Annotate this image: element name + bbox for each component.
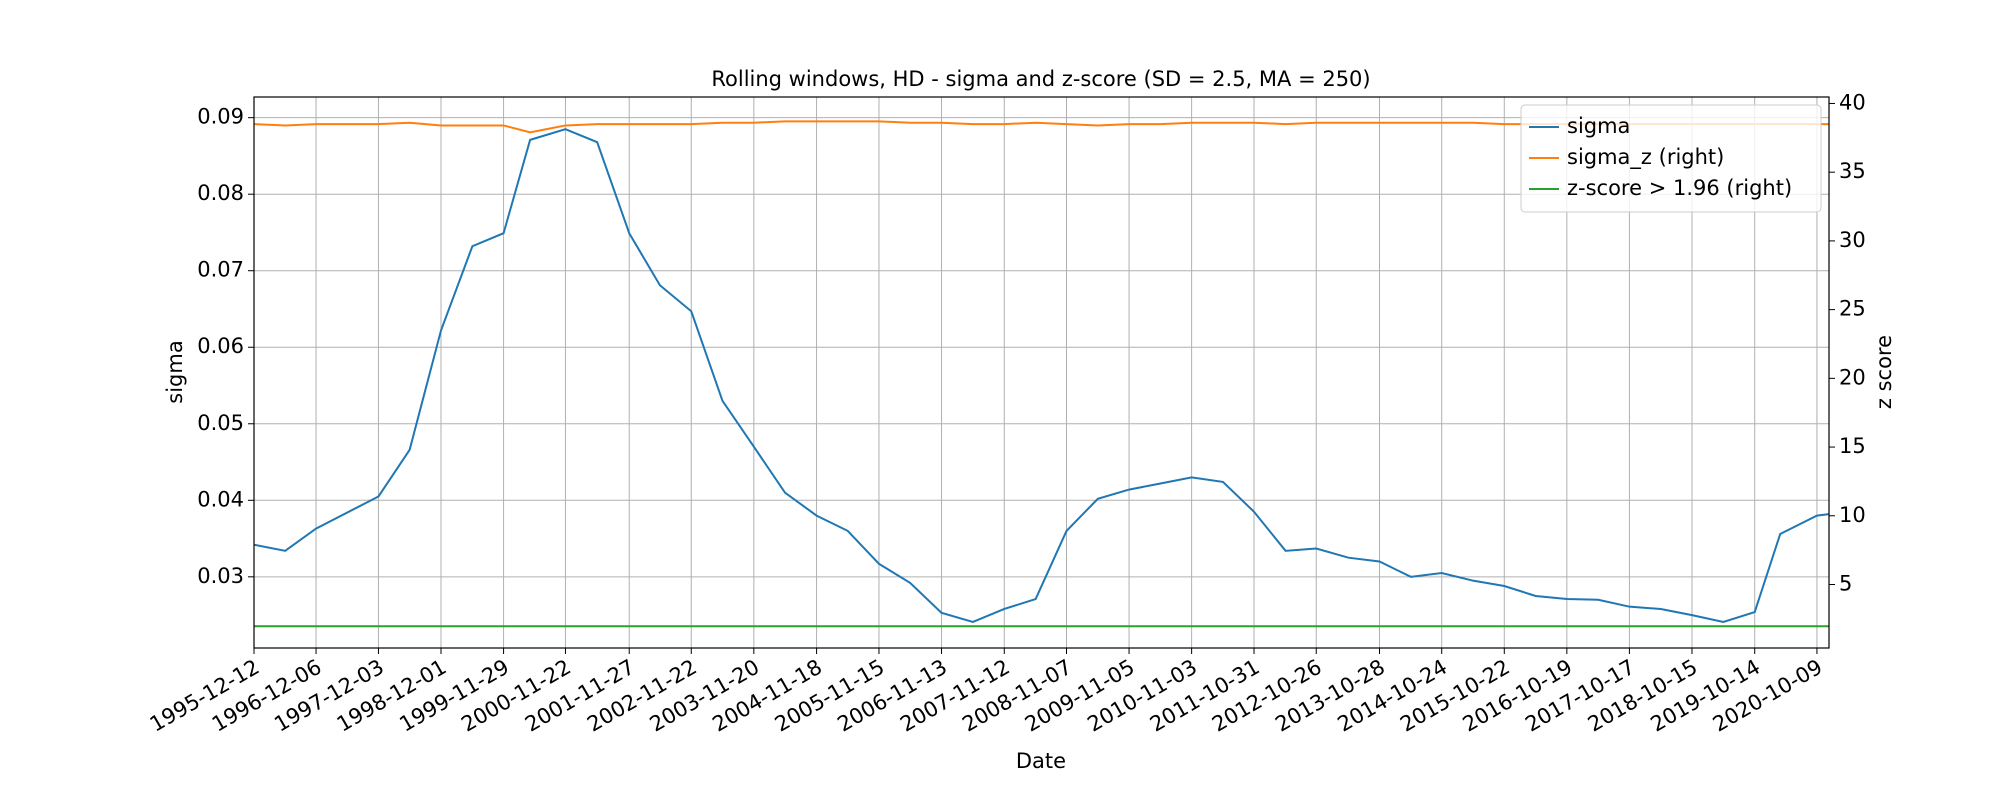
y2-tick-label: 5: [1839, 572, 1852, 596]
x-axis-label: Date: [1016, 749, 1066, 773]
legend-label: z-score > 1.96 (right): [1567, 176, 1792, 200]
y2-axis-label: z score: [1872, 335, 1896, 409]
legend-label: sigma: [1567, 114, 1630, 138]
series-line: [253, 128, 1830, 624]
y-tick-label: 0.05: [197, 411, 244, 435]
y2-tick-label: 30: [1839, 228, 1866, 252]
y2-tick-label: 35: [1839, 159, 1866, 183]
y-tick-label: 0.08: [197, 181, 244, 205]
y2-tick-label: 20: [1839, 365, 1866, 389]
plot-frame: [253, 96, 1830, 649]
y2-tick-label: 15: [1839, 434, 1866, 458]
y-tick-label: 0.04: [197, 487, 244, 511]
y-tick-label: 0.06: [197, 334, 244, 358]
y-tick-label: 0.03: [197, 564, 244, 588]
legend-box: [1520, 104, 1822, 213]
y-tick-label: 0.09: [197, 105, 244, 129]
chart-title: Rolling windows, HD - sigma and z-score …: [711, 67, 1370, 91]
y2-tick-label: 25: [1839, 297, 1866, 321]
y2-tick-label: 10: [1839, 503, 1866, 527]
y-tick-label: 0.07: [197, 258, 244, 282]
y2-tick-label: 40: [1839, 90, 1866, 114]
legend-label: sigma_z (right): [1567, 145, 1724, 170]
y-axis-label: sigma: [163, 340, 187, 403]
